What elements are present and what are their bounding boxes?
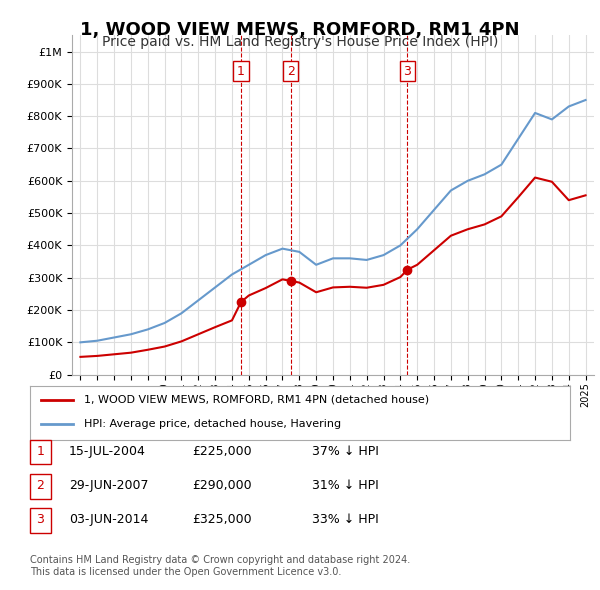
Text: 33% ↓ HPI: 33% ↓ HPI — [312, 513, 379, 526]
Text: 31% ↓ HPI: 31% ↓ HPI — [312, 479, 379, 492]
Text: 15-JUL-2004: 15-JUL-2004 — [69, 445, 146, 458]
Text: HPI: Average price, detached house, Havering: HPI: Average price, detached house, Have… — [84, 419, 341, 429]
Text: Contains HM Land Registry data © Crown copyright and database right 2024.
This d: Contains HM Land Registry data © Crown c… — [30, 555, 410, 577]
FancyBboxPatch shape — [30, 474, 51, 499]
Text: 03-JUN-2014: 03-JUN-2014 — [69, 513, 148, 526]
Text: 29-JUN-2007: 29-JUN-2007 — [69, 479, 149, 492]
FancyBboxPatch shape — [30, 440, 51, 464]
Text: 2: 2 — [287, 64, 295, 77]
Text: £325,000: £325,000 — [192, 513, 251, 526]
Text: 3: 3 — [37, 513, 44, 526]
Text: 1, WOOD VIEW MEWS, ROMFORD, RM1 4PN (detached house): 1, WOOD VIEW MEWS, ROMFORD, RM1 4PN (det… — [84, 395, 429, 405]
Text: Price paid vs. HM Land Registry's House Price Index (HPI): Price paid vs. HM Land Registry's House … — [102, 35, 498, 50]
Text: 1: 1 — [37, 445, 44, 458]
FancyBboxPatch shape — [30, 508, 51, 533]
Text: £225,000: £225,000 — [192, 445, 251, 458]
Text: 1, WOOD VIEW MEWS, ROMFORD, RM1 4PN: 1, WOOD VIEW MEWS, ROMFORD, RM1 4PN — [80, 21, 520, 39]
Text: 3: 3 — [403, 64, 412, 77]
Text: £290,000: £290,000 — [192, 479, 251, 492]
Text: 1: 1 — [237, 64, 245, 77]
Text: 37% ↓ HPI: 37% ↓ HPI — [312, 445, 379, 458]
Text: 2: 2 — [37, 479, 44, 492]
